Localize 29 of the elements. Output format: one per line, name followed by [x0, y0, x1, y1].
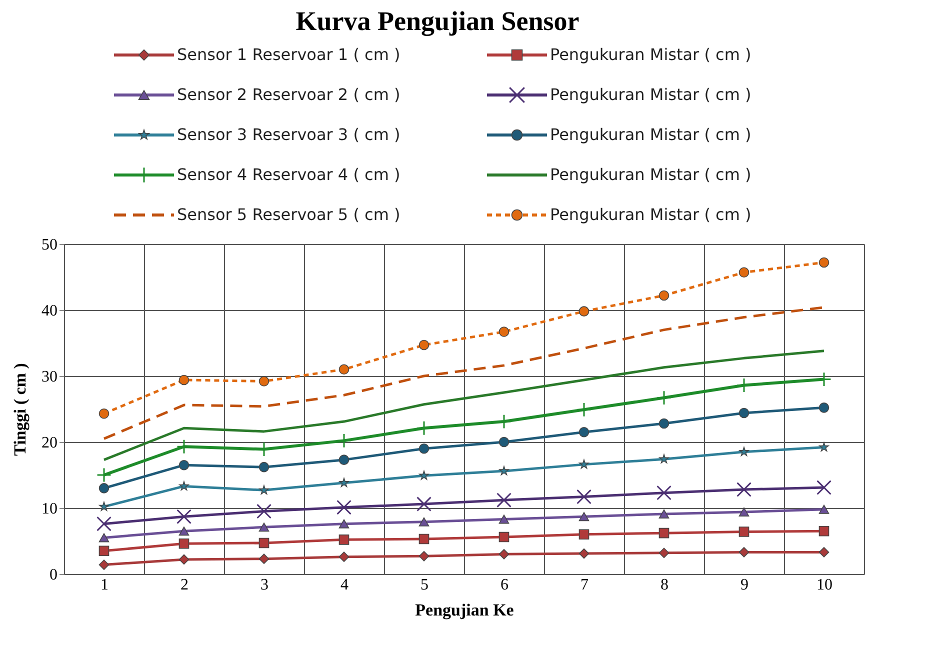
legend-label: Pengukuran Mistar ( cm ): [550, 205, 752, 224]
legend-label: Sensor 2 Reservoar 2 ( cm ): [177, 85, 400, 104]
x-tick-label: 7: [580, 576, 588, 594]
legend-label: Sensor 3 Reservoar 3 ( cm ): [177, 125, 400, 144]
legend-label: Pengukuran Mistar ( cm ): [550, 45, 752, 64]
x-tick-label: 5: [420, 576, 428, 594]
legend-label: Sensor 4 Reservoar 4 ( cm ): [177, 165, 400, 184]
y-tick-label: 40: [42, 302, 58, 320]
y-tick-label: 20: [42, 434, 58, 452]
y-tick-label: 0: [50, 566, 58, 584]
chart-title: Kurva Pengujian Sensor: [296, 6, 580, 36]
x-tick-label: 2: [180, 576, 188, 594]
y-tick-label: 50: [42, 236, 58, 254]
legend-label: Pengukuran Mistar ( cm ): [550, 85, 752, 104]
x-tick-label: 1: [100, 576, 108, 594]
y-tick-label: 30: [42, 368, 58, 386]
x-tick-label: 9: [740, 576, 748, 594]
x-tick-label: 8: [660, 576, 668, 594]
x-tick-label: 4: [340, 576, 348, 594]
y-tick-label: 10: [42, 500, 58, 518]
legend-label: Sensor 1 Reservoar 1 ( cm ): [177, 45, 400, 64]
x-axis-title: Pengujian Ke: [415, 600, 514, 620]
x-tick-label: 6: [500, 576, 508, 594]
y-axis-title: Tinggi ( cm ): [10, 363, 30, 456]
legend-label: Pengukuran Mistar ( cm ): [550, 165, 752, 184]
x-tick-label: 10: [816, 576, 832, 594]
legend-label: Pengukuran Mistar ( cm ): [550, 125, 752, 144]
legend-label: Sensor 5 Reservoar 5 ( cm ): [177, 205, 400, 224]
x-tick-label: 3: [260, 576, 268, 594]
